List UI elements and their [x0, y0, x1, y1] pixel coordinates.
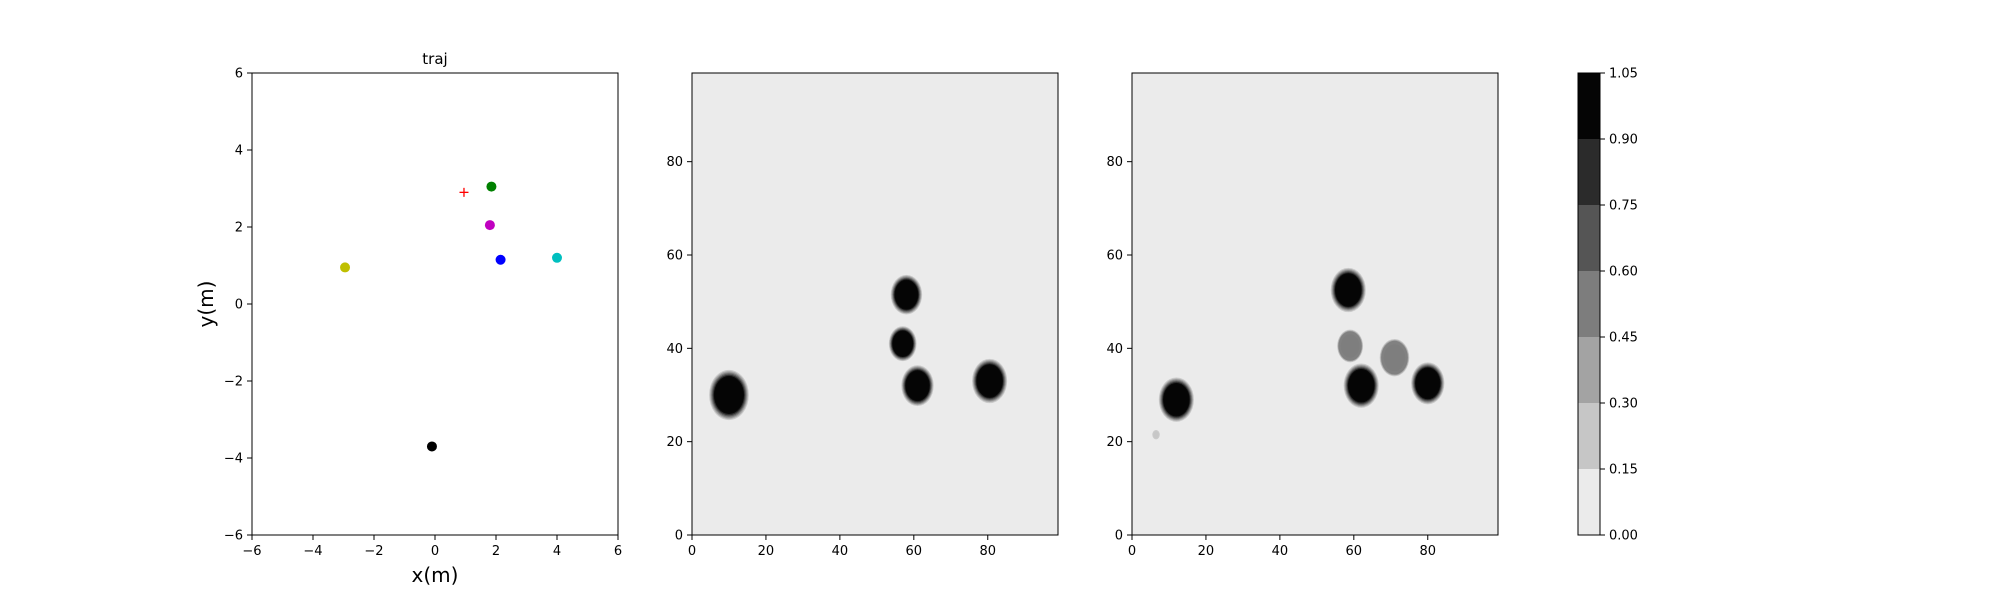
x-tick-label: 4 — [553, 544, 561, 559]
y-tick-label: 2 — [235, 221, 243, 236]
scatter-point — [552, 252, 562, 263]
x-tick-label: 2 — [492, 544, 500, 559]
y-tick-label: 4 — [235, 144, 243, 159]
y-axis-label: y(m) — [194, 281, 218, 328]
colorbar-band — [1578, 403, 1600, 469]
x-tick-label: −6 — [242, 544, 261, 559]
occupancy-blob — [890, 274, 923, 315]
x-tick-label: 0 — [688, 544, 696, 559]
colorbar-tick-label: 0.90 — [1609, 133, 1638, 148]
x-tick-label: 40 — [832, 544, 849, 559]
y-tick-label: 80 — [1106, 155, 1123, 170]
x-tick-label: 80 — [979, 544, 996, 559]
occupancy-blob — [972, 358, 1008, 404]
x-tick-label: 20 — [758, 544, 775, 559]
occupancy-blob — [1379, 339, 1410, 377]
y-tick-label: 80 — [666, 155, 683, 170]
colorbar-band — [1578, 337, 1600, 403]
occupancy-blob — [901, 365, 934, 407]
y-tick-label: 0 — [675, 529, 683, 544]
y-tick-label: 40 — [666, 342, 683, 357]
y-tick-label: 0 — [1115, 529, 1123, 544]
x-tick-label: 60 — [1346, 544, 1363, 559]
x-tick-label: 60 — [906, 544, 923, 559]
x-tick-label: 20 — [1198, 544, 1215, 559]
colorbar-band — [1578, 205, 1600, 271]
occupancy-heatmap-predicted: 0 20 40 60 80 0 20 40 60 80 — [1106, 72, 1499, 559]
y-tick-label: 60 — [1106, 249, 1123, 264]
y-tick-label: 20 — [666, 435, 683, 450]
x-tick-label: −2 — [364, 544, 383, 559]
scatter-point — [495, 254, 506, 265]
y-tick-label: 20 — [1106, 435, 1123, 450]
y-tick-label: 6 — [235, 67, 243, 82]
y-tick-label: −2 — [224, 375, 243, 390]
y-tick-label: −4 — [224, 452, 243, 467]
x-tick-label: 0 — [431, 544, 439, 559]
occupancy-blob — [709, 369, 749, 421]
scatter-point — [340, 262, 351, 273]
scatter-point — [486, 181, 497, 192]
occupancy-blob — [1330, 267, 1366, 313]
occupancy-blob — [1158, 377, 1194, 422]
occupancy-blob — [1337, 329, 1364, 363]
colorbar-tick-label: 0.30 — [1609, 397, 1638, 412]
trajectory-scatter-plot: traj x(m) y(m) −6 −4 −2 0 2 4 6 −6 −4 −2 0 2 4 6 — [194, 50, 622, 587]
colorbar-band — [1578, 469, 1600, 535]
colorbar-tick-label: 0.15 — [1609, 463, 1638, 478]
scatter-point — [426, 441, 437, 452]
colorbar-tick-label: 0.75 — [1609, 199, 1638, 214]
x-tick-label: 6 — [614, 544, 622, 559]
y-tick-label: −6 — [224, 529, 243, 544]
x-tick-label: 40 — [1272, 544, 1289, 559]
x-tick-label: 0 — [1128, 544, 1136, 559]
colorbar-tick-label: 0.45 — [1609, 331, 1638, 346]
y-tick-label: 60 — [666, 249, 683, 264]
colorbar-band — [1578, 271, 1600, 337]
colorbar-band — [1578, 73, 1600, 139]
occupancy-blob — [1343, 363, 1379, 408]
colorbar-tick-label: 1.05 — [1609, 67, 1638, 82]
scatter-point — [484, 220, 495, 231]
colorbar: 1.05 0.90 0.75 0.60 0.45 0.30 0.15 0.00 — [1577, 67, 1638, 544]
colorbar-tick-label: 0.60 — [1609, 265, 1638, 280]
colorbar-band — [1578, 139, 1600, 205]
x-tick-label: 80 — [1419, 544, 1436, 559]
x-tick-label: −4 — [303, 544, 322, 559]
y-tick-label: 0 — [235, 298, 243, 313]
occupancy-blob — [888, 326, 917, 362]
occupancy-heatmap-ground-truth: 0 20 40 60 80 0 20 40 60 80 — [666, 72, 1059, 559]
colorbar-tick-label: 0.00 — [1609, 529, 1638, 544]
trajectory-plot-title: traj — [422, 50, 447, 68]
y-tick-label: 40 — [1106, 342, 1123, 357]
x-axis-label: x(m) — [412, 563, 459, 587]
occupancy-blob — [1411, 362, 1445, 405]
scatter-point-plus — [459, 187, 469, 197]
occupancy-blob — [1152, 430, 1160, 440]
